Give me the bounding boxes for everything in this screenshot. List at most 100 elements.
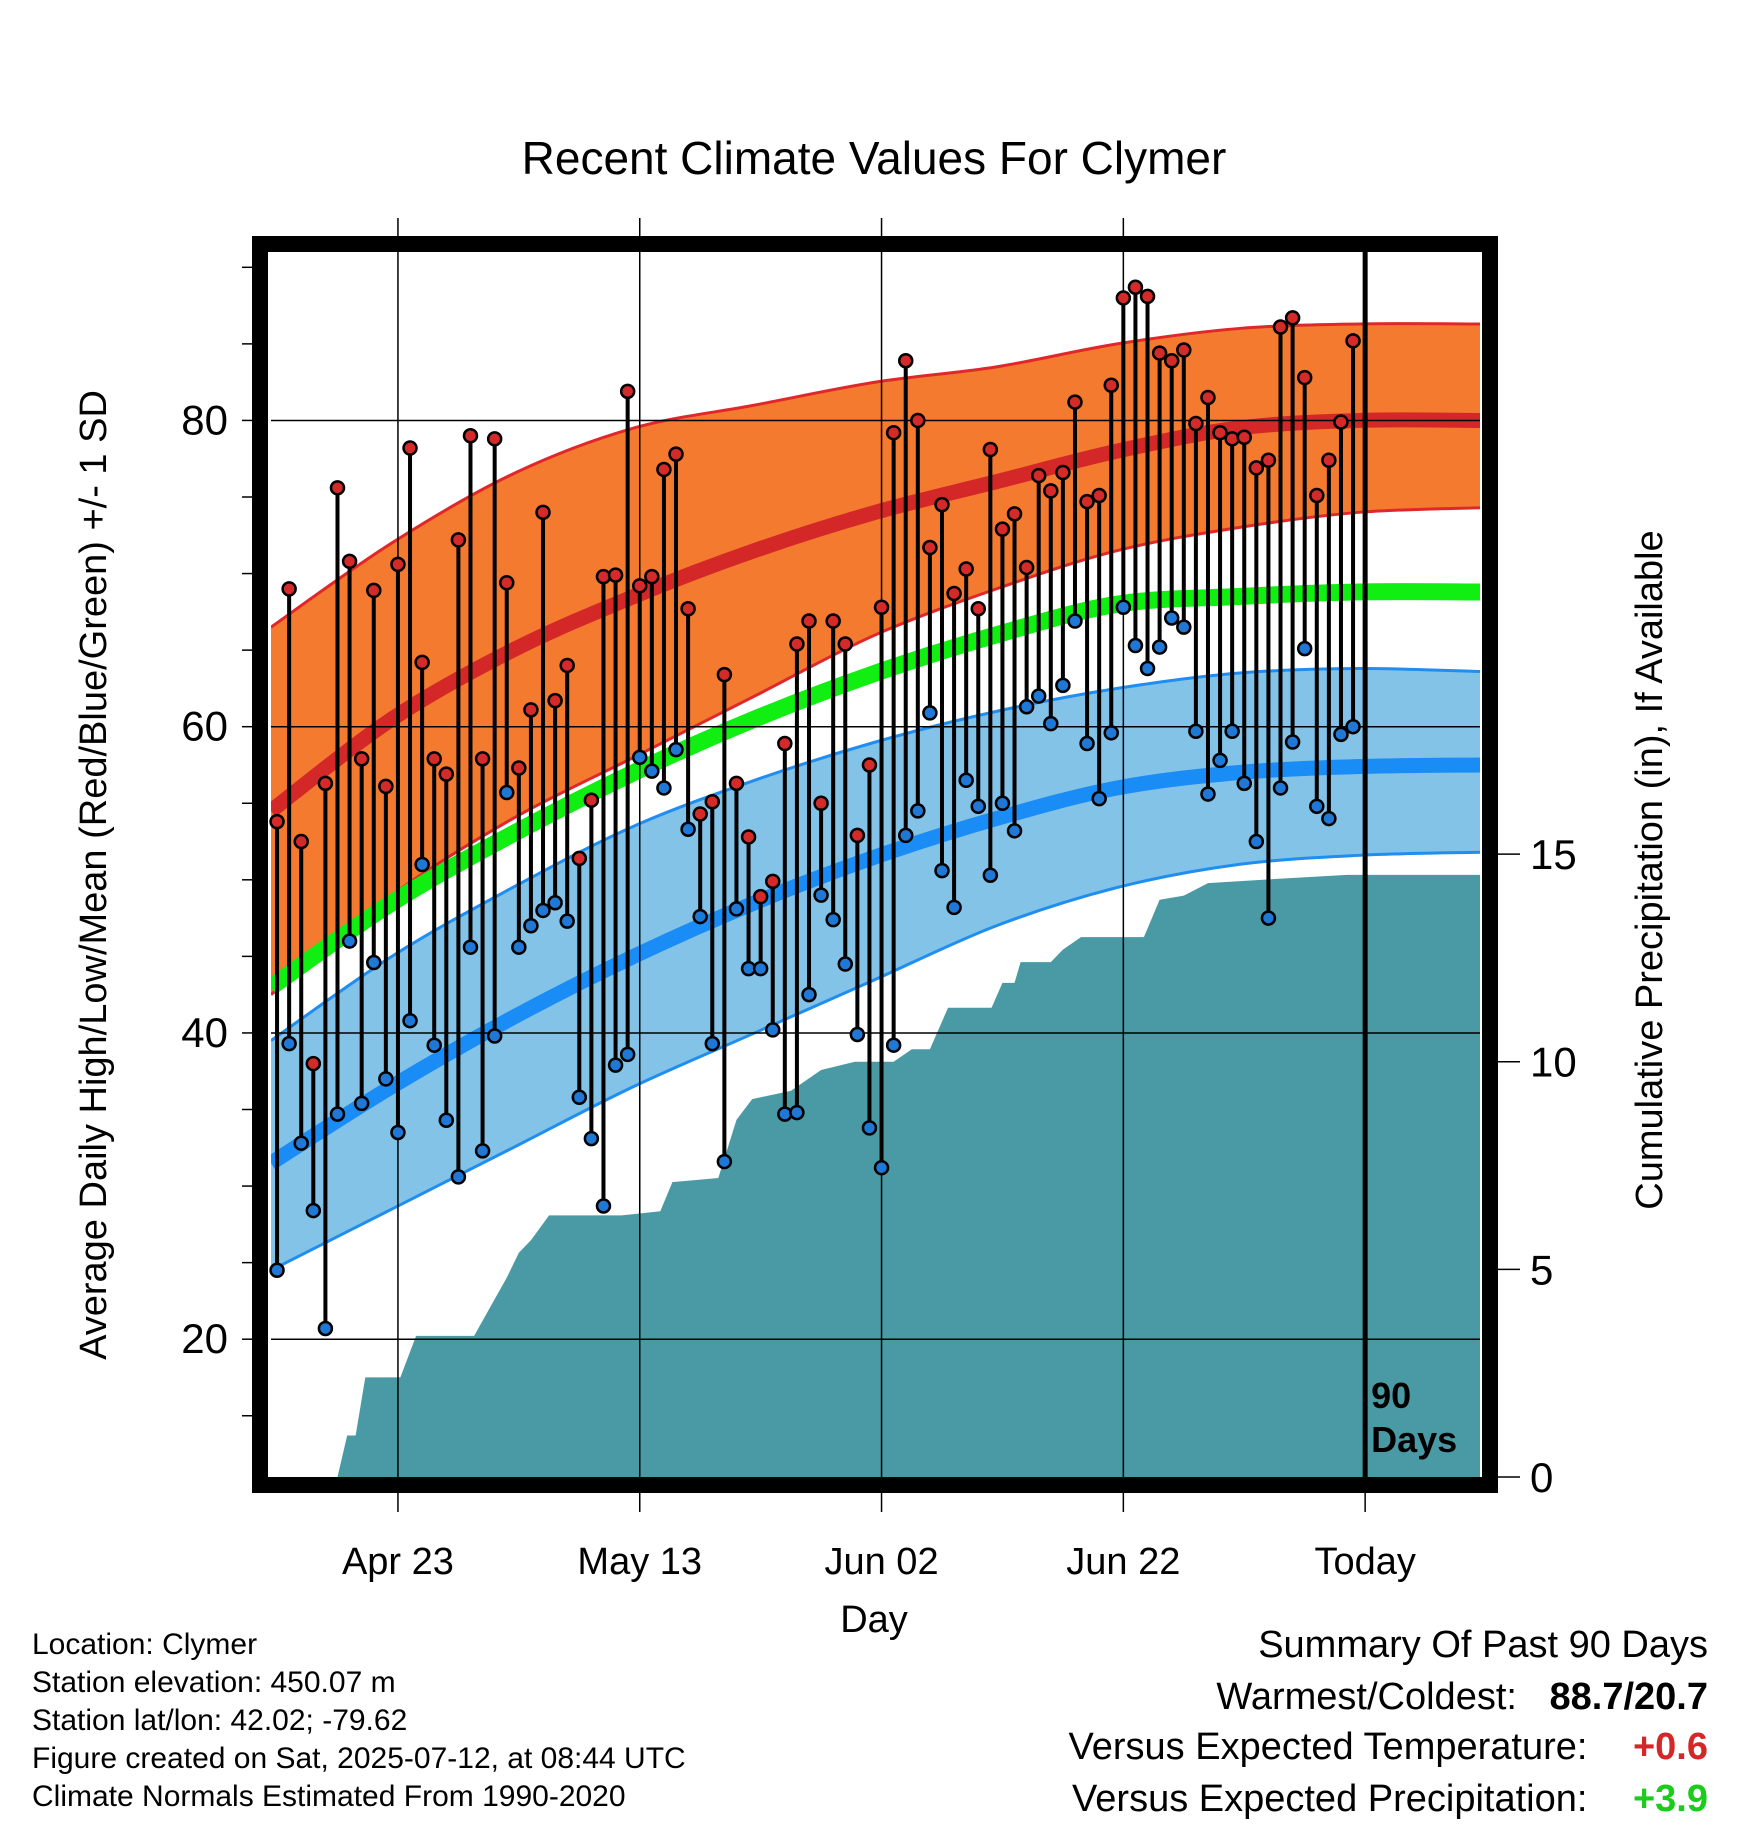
daily-low-point <box>1091 790 1107 807</box>
daily-low-point <box>1333 726 1349 743</box>
plot-frame <box>252 236 1498 1493</box>
daily-low-point <box>535 902 551 919</box>
daily-high-point <box>825 613 841 629</box>
x-tick-label: May 13 <box>577 1541 702 1583</box>
info-normals: Climate Normals Estimated From 1990-2020 <box>32 1780 626 1813</box>
daily-low-point <box>450 1169 467 1185</box>
daily-high-point <box>450 532 467 548</box>
daily-low-point <box>885 1037 902 1053</box>
daily-high-point <box>752 888 769 905</box>
daily-low-point <box>764 1022 781 1038</box>
daily-high-point <box>438 766 455 782</box>
daily-low-point <box>1055 677 1071 694</box>
daily-high-point <box>607 567 624 583</box>
daily-low-point <box>1018 699 1035 715</box>
daily-low-point <box>1127 637 1144 654</box>
daily-low-point <box>1212 752 1228 769</box>
daily-high-point <box>946 585 962 602</box>
daily-high-point <box>801 613 817 629</box>
daily-low-point <box>716 1153 733 1170</box>
daily-high-point <box>789 636 805 652</box>
daily-low-point <box>644 763 660 779</box>
daily-low-point <box>341 933 358 949</box>
daily-high-point <box>1030 467 1047 484</box>
daily-high-point <box>680 601 696 617</box>
daily-low-point <box>426 1037 442 1053</box>
daily-low-point <box>486 1028 503 1044</box>
daily-low-point <box>1309 798 1325 815</box>
daily-low-point <box>1260 910 1277 926</box>
daily-high-point <box>1043 483 1059 499</box>
daily-low-point <box>571 1089 588 1105</box>
x-axis-label: Day <box>840 1599 908 1641</box>
daily-low-point <box>1200 786 1216 802</box>
daily-high-point <box>293 833 309 850</box>
daily-low-point <box>994 795 1011 811</box>
daily-high-point <box>317 775 334 792</box>
daily-low-point <box>462 939 479 955</box>
summary-precip: Versus Expected Precipitation: +3.9 <box>1072 1778 1708 1821</box>
daily-high-point <box>1188 415 1204 432</box>
daily-low-point <box>511 939 527 955</box>
daily-high-point <box>462 428 479 444</box>
daily-high-point <box>402 440 418 456</box>
daily-low-point <box>1284 734 1301 750</box>
station-info: Location: Clymer Station elevation: 450.… <box>32 1626 686 1816</box>
precip-tick-label: 0 <box>1530 1454 1553 1501</box>
daily-high-point <box>1333 414 1349 430</box>
daily-low-point <box>680 821 696 838</box>
daily-high-point <box>366 582 382 599</box>
info-latlon: Station lat/lon: 42.02; -79.62 <box>32 1704 408 1737</box>
daily-low-point <box>523 918 539 934</box>
daily-low-point <box>281 1035 297 1052</box>
daily-high-point <box>1006 506 1023 522</box>
precip-label: Versus Expected Precipitation: <box>1072 1778 1588 1820</box>
daily-low-point <box>1272 780 1289 796</box>
info-elevation: Station elevation: 450.07 m <box>32 1666 396 1699</box>
daily-high-point <box>1248 460 1265 476</box>
daily-high-point <box>1284 310 1301 326</box>
daily-high-point <box>1309 487 1325 504</box>
daily-high-point <box>849 827 866 844</box>
daily-low-point <box>1067 613 1083 629</box>
daily-high-point <box>329 480 346 496</box>
daily-high-point <box>378 778 394 795</box>
info-location: Location: Clymer <box>32 1628 258 1661</box>
daily-low-point <box>378 1071 394 1087</box>
chart-title: Recent Climate Values For Clymer <box>522 132 1227 184</box>
daily-high-point <box>499 575 515 591</box>
x-tick-label: Jun 02 <box>824 1541 938 1583</box>
daily-low-point <box>837 956 854 972</box>
daily-low-point <box>752 960 769 977</box>
daily-high-point <box>523 702 539 718</box>
daily-low-point <box>438 1112 455 1128</box>
daily-low-point <box>1296 640 1313 657</box>
daily-high-point <box>1272 319 1289 335</box>
daily-low-point <box>559 913 575 929</box>
daily-low-point <box>1188 723 1204 740</box>
daily-high-point <box>390 556 406 573</box>
daily-high-point <box>837 636 854 652</box>
daily-high-point <box>511 760 527 776</box>
daily-low-point <box>414 856 430 873</box>
daily-low-point <box>801 986 817 1003</box>
daily-low-point <box>910 803 926 819</box>
daily-high-point <box>1115 290 1132 306</box>
daily-high-point <box>668 446 684 462</box>
daily-high-point <box>873 599 890 615</box>
daily-high-point <box>559 657 575 674</box>
daily-low-point <box>390 1124 406 1141</box>
low-sd-band <box>271 668 1480 1271</box>
daily-low-point <box>946 899 962 916</box>
daily-high-point <box>269 813 285 830</box>
precip-tick-label: 5 <box>1530 1246 1553 1293</box>
summary-title: Summary Of Past 90 Days <box>1258 1624 1708 1666</box>
daily-high-point <box>1200 389 1216 406</box>
x-tick-label: Apr 23 <box>342 1541 454 1583</box>
daily-low-point <box>692 908 708 925</box>
high-lower-edge <box>271 506 1480 996</box>
daily-high-point <box>1151 345 1168 361</box>
daily-high-point <box>631 578 648 594</box>
daily-high-point <box>764 873 781 890</box>
